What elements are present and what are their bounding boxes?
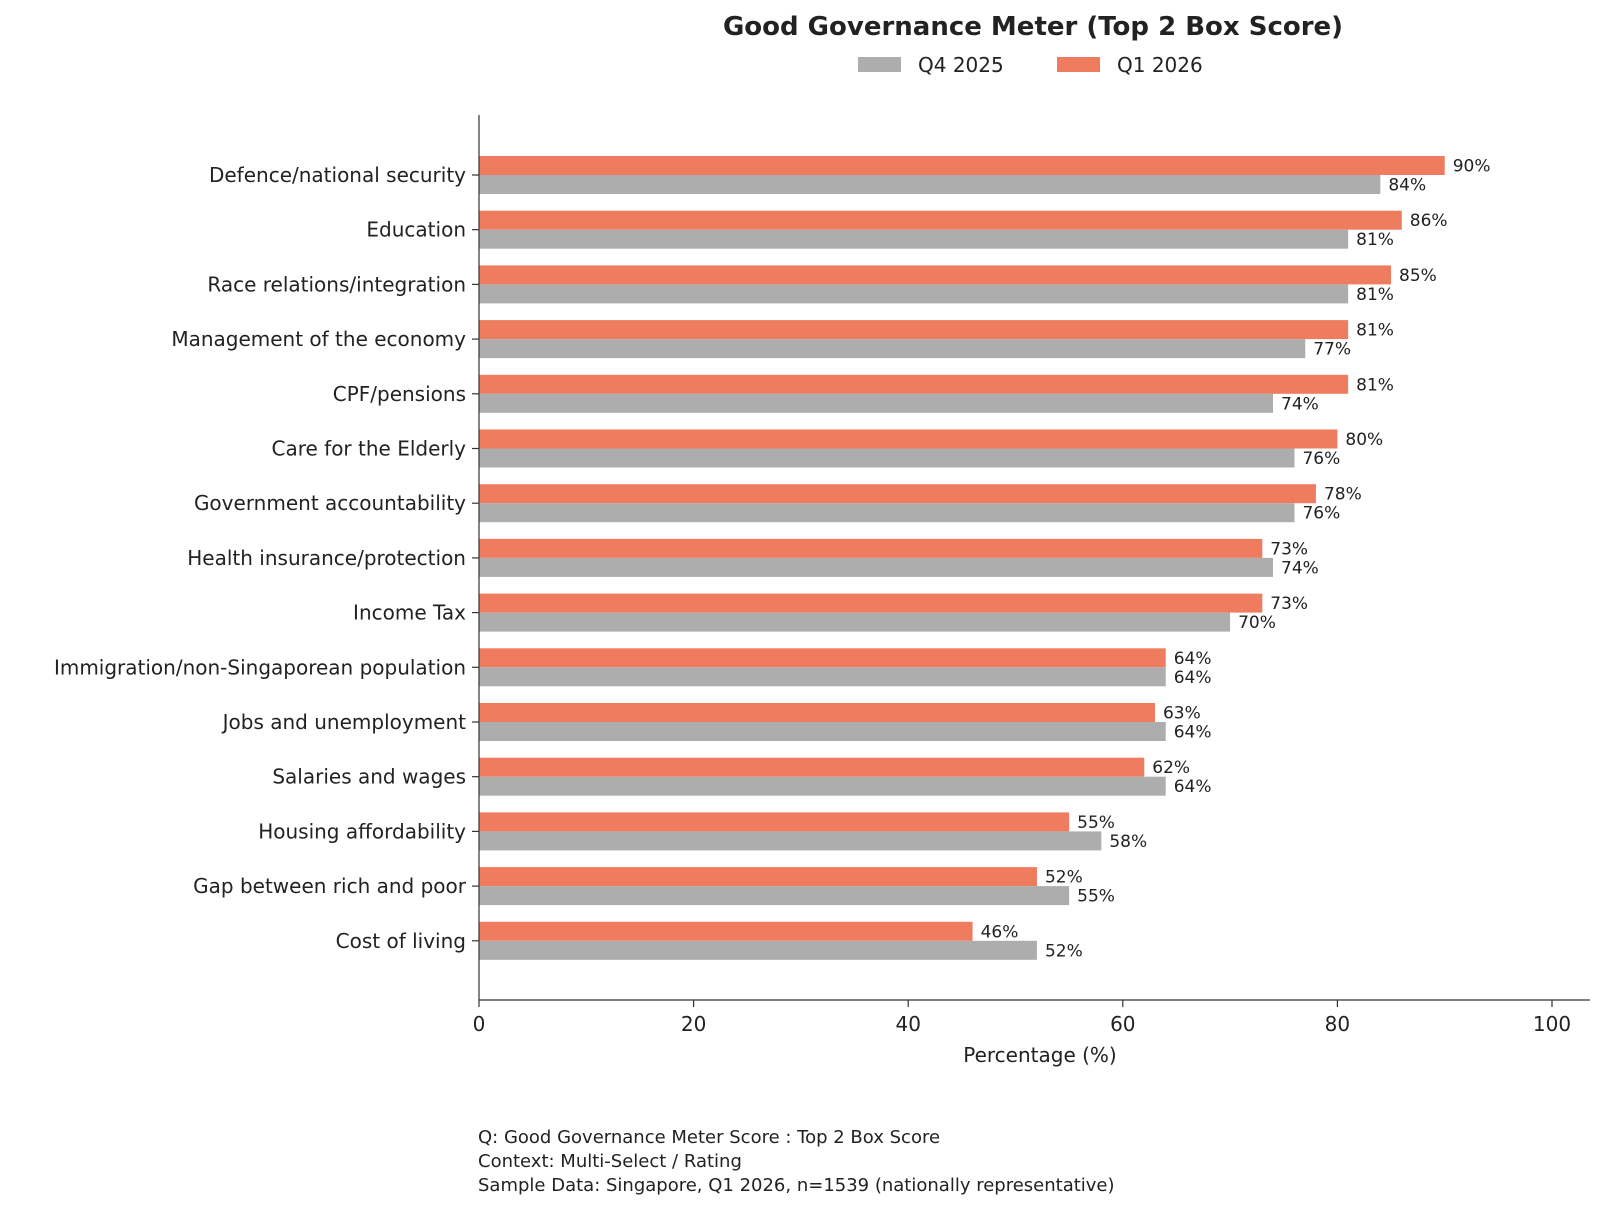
bar-q4-2025 xyxy=(479,612,1231,632)
x-tick-label: 60 xyxy=(1110,1012,1135,1036)
footnote-context: Context: Multi-Select / Rating xyxy=(478,1151,742,1172)
x-tick-label: 20 xyxy=(681,1012,706,1036)
category-label: Defence/national security xyxy=(209,163,466,187)
bar-q1-2026 xyxy=(479,757,1145,777)
data-label-q1-2026: 73% xyxy=(1270,594,1308,614)
data-label-q4-2025: 81% xyxy=(1356,285,1394,305)
data-label-q4-2025: 76% xyxy=(1302,504,1340,524)
bars-group xyxy=(479,156,1445,960)
data-label-q4-2025: 64% xyxy=(1174,777,1212,797)
data-label-q1-2026: 86% xyxy=(1410,211,1448,231)
data-label-q1-2026: 78% xyxy=(1324,485,1362,505)
data-label-q1-2026: 55% xyxy=(1077,813,1115,833)
data-label-q1-2026: 81% xyxy=(1356,321,1394,341)
category-label: Cost of living xyxy=(336,929,466,953)
bar-q4-2025 xyxy=(479,339,1306,359)
data-label-q1-2026: 46% xyxy=(981,922,1019,942)
data-label-q1-2026: 90% xyxy=(1453,157,1491,177)
bar-q1-2026 xyxy=(479,703,1155,722)
bar-q4-2025 xyxy=(479,722,1166,741)
data-label-q4-2025: 58% xyxy=(1109,832,1147,852)
bar-q1-2026 xyxy=(479,867,1037,887)
category-label: Race relations/integration xyxy=(207,272,466,296)
category-label: Government accountability xyxy=(194,491,466,515)
category-label: Immigration/non-Singaporean population xyxy=(54,655,466,679)
bar-q4-2025 xyxy=(479,831,1102,851)
category-label: CPF/pensions xyxy=(333,382,466,406)
bar-q1-2026 xyxy=(479,593,1263,613)
bar-q1-2026 xyxy=(479,374,1349,394)
bar-q1-2026 xyxy=(479,921,973,941)
category-label: Housing affordability xyxy=(258,819,466,843)
data-labels-group: 90%84%86%81%85%81%81%77%81%74%80%76%78%7… xyxy=(981,157,1491,962)
data-label-q1-2026: 64% xyxy=(1174,649,1212,669)
x-tick-label: 100 xyxy=(1533,1012,1571,1036)
bar-q4-2025 xyxy=(479,940,1037,960)
legend-swatch xyxy=(858,57,901,72)
data-label-q1-2026: 63% xyxy=(1163,704,1201,724)
bar-q1-2026 xyxy=(479,648,1166,668)
data-label-q4-2025: 52% xyxy=(1045,941,1083,961)
bar-q1-2026 xyxy=(479,538,1263,558)
data-label-q4-2025: 76% xyxy=(1302,449,1340,469)
category-labels-group: Defence/national security Education Race r… xyxy=(54,163,467,953)
data-label-q1-2026: 52% xyxy=(1045,868,1083,888)
data-label-q4-2025: 84% xyxy=(1388,176,1426,196)
bar-q1-2026 xyxy=(479,320,1349,340)
data-label-q4-2025: 64% xyxy=(1174,668,1212,688)
data-label-q4-2025: 74% xyxy=(1281,558,1319,578)
x-tick-label: 80 xyxy=(1325,1012,1350,1036)
data-label-q1-2026: 85% xyxy=(1399,266,1437,286)
category-label: Gap between rich and poor xyxy=(193,874,467,898)
footnote-sample: Sample Data: Singapore, Q1 2026, n=1539 … xyxy=(478,1175,1115,1196)
data-label-q4-2025: 64% xyxy=(1174,723,1212,743)
legend-label: Q1 2026 xyxy=(1117,53,1203,77)
category-label: Education xyxy=(366,218,466,242)
data-label-q4-2025: 74% xyxy=(1281,394,1319,414)
bar-q1-2026 xyxy=(479,210,1402,230)
bar-q4-2025 xyxy=(479,175,1381,194)
bar-q4-2025 xyxy=(479,557,1274,577)
x-axis-label: Percentage (%) xyxy=(963,1043,1116,1067)
bar-q4-2025 xyxy=(479,886,1070,906)
bar-q4-2025 xyxy=(479,229,1349,249)
bar-q4-2025 xyxy=(479,667,1166,687)
x-tick-label: 0 xyxy=(473,1012,486,1036)
category-label: Care for the Elderly xyxy=(271,437,466,461)
bar-q4-2025 xyxy=(479,448,1295,468)
bar-q4-2025 xyxy=(479,503,1295,523)
bar-q4-2025 xyxy=(479,776,1166,796)
bar-q1-2026 xyxy=(479,812,1070,832)
data-label-q4-2025: 55% xyxy=(1077,887,1115,907)
bar-q1-2026 xyxy=(479,484,1316,504)
category-label: Jobs and unemployment xyxy=(221,710,467,734)
bar-q4-2025 xyxy=(479,284,1349,304)
bar-q4-2025 xyxy=(479,393,1274,413)
category-label: Health insurance/protection xyxy=(187,546,466,570)
bar-q1-2026 xyxy=(479,429,1338,449)
footnote: Q: Good Governance Meter Score : Top 2 B… xyxy=(478,1126,1115,1198)
axes-group: 0 20 40 60 80 100 xyxy=(472,115,1590,1036)
category-label: Management of the economy xyxy=(171,327,466,351)
x-tick-label: 40 xyxy=(895,1012,920,1036)
bar-q1-2026 xyxy=(479,265,1392,285)
legend-label: Q4 2025 xyxy=(918,53,1004,77)
data-label-q1-2026: 80% xyxy=(1345,430,1383,450)
chart-title: Good Governance Meter (Top 2 Box Score) xyxy=(723,12,1343,42)
category-label: Income Tax xyxy=(353,601,466,625)
legend: Q4 2025 Q1 2026 xyxy=(858,53,1203,77)
data-label-q4-2025: 77% xyxy=(1313,340,1351,360)
data-label-q1-2026: 81% xyxy=(1356,375,1394,395)
legend-swatch xyxy=(1057,57,1100,72)
data-label-q4-2025: 70% xyxy=(1238,613,1276,633)
category-label: Salaries and wages xyxy=(272,765,466,789)
bar-q1-2026 xyxy=(479,156,1445,175)
data-label-q1-2026: 73% xyxy=(1270,539,1308,559)
footnote-question: Q: Good Governance Meter Score : Top 2 B… xyxy=(478,1127,941,1148)
data-label-q4-2025: 81% xyxy=(1356,230,1394,250)
data-label-q1-2026: 62% xyxy=(1152,758,1190,778)
